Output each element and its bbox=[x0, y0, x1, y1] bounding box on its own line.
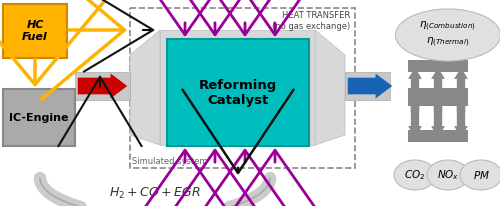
FancyBboxPatch shape bbox=[345, 72, 390, 100]
Text: HC
Fuel: HC Fuel bbox=[22, 20, 48, 42]
Text: $\eta_{(Thermal)}$: $\eta_{(Thermal)}$ bbox=[426, 35, 470, 49]
FancyBboxPatch shape bbox=[3, 4, 67, 58]
Text: $PM$: $PM$ bbox=[472, 169, 490, 181]
Polygon shape bbox=[315, 30, 345, 145]
Text: $H_2 + CO + EGR$: $H_2 + CO + EGR$ bbox=[109, 185, 201, 201]
Text: HEAT TRANSFER
(no gas exchange): HEAT TRANSFER (no gas exchange) bbox=[272, 11, 350, 31]
Text: $NO_x$: $NO_x$ bbox=[437, 168, 459, 182]
Text: $\eta_{(Combustion)}$: $\eta_{(Combustion)}$ bbox=[420, 19, 476, 33]
Text: $CO_2$: $CO_2$ bbox=[404, 168, 425, 182]
FancyBboxPatch shape bbox=[3, 89, 75, 146]
Ellipse shape bbox=[396, 9, 500, 61]
Ellipse shape bbox=[460, 160, 500, 190]
Text: Simulated system: Simulated system bbox=[132, 157, 208, 166]
Text: IC-Engine: IC-Engine bbox=[9, 112, 69, 123]
FancyBboxPatch shape bbox=[75, 72, 130, 100]
Text: Reforming
Catalyst: Reforming Catalyst bbox=[199, 78, 277, 107]
FancyBboxPatch shape bbox=[408, 88, 468, 106]
Ellipse shape bbox=[427, 160, 469, 190]
FancyBboxPatch shape bbox=[408, 60, 468, 72]
FancyBboxPatch shape bbox=[408, 130, 468, 142]
Polygon shape bbox=[130, 30, 160, 145]
FancyBboxPatch shape bbox=[167, 39, 309, 146]
Ellipse shape bbox=[394, 160, 436, 190]
FancyBboxPatch shape bbox=[160, 30, 315, 145]
